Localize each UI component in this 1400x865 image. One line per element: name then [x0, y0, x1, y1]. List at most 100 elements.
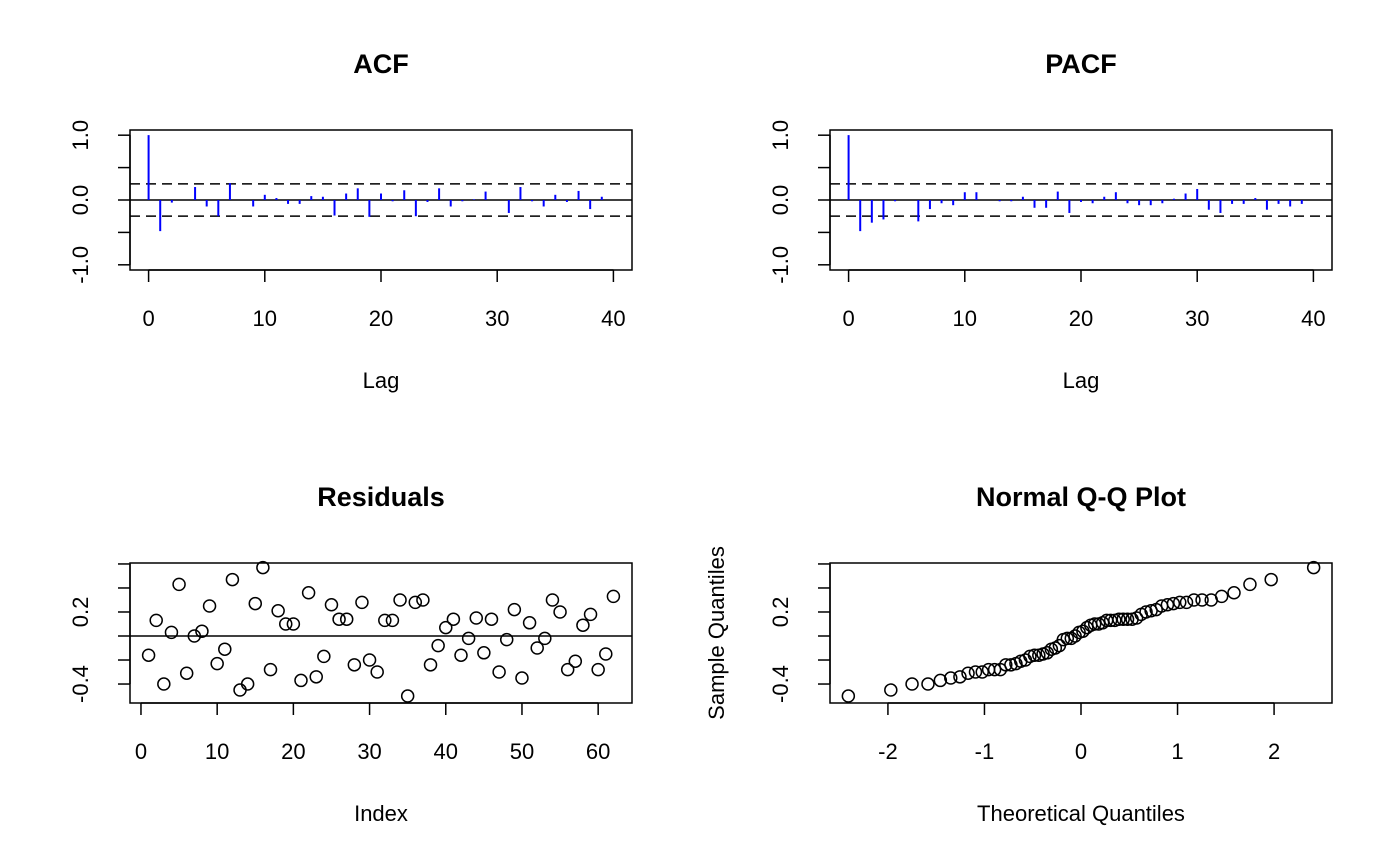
x-tick-label: 10 — [205, 739, 229, 764]
point — [1120, 612, 1135, 626]
x-tick-label: 50 — [510, 739, 534, 764]
x-tick-label: 40 — [601, 306, 625, 331]
x-tick-label: 30 — [1185, 306, 1209, 331]
point — [431, 638, 445, 653]
point — [416, 593, 430, 607]
point — [1068, 629, 1082, 643]
point — [172, 577, 186, 592]
point — [317, 649, 331, 664]
point — [202, 599, 217, 613]
point — [905, 677, 919, 691]
panel: Residuals Index 0 10 20 30 40 50 60 -0.4 0.2 — [68, 482, 633, 826]
point — [987, 662, 1002, 677]
point — [944, 671, 958, 685]
y-tick-label: 0.0 — [68, 185, 93, 216]
x-tick-label: 1 — [1171, 739, 1183, 764]
point — [522, 616, 537, 630]
point — [841, 689, 856, 703]
point — [378, 613, 392, 628]
x-tick-label: 10 — [253, 306, 277, 331]
point — [347, 658, 362, 672]
point — [968, 665, 983, 679]
point — [294, 673, 308, 688]
point — [975, 665, 989, 679]
point — [933, 673, 948, 688]
point — [355, 595, 369, 610]
point — [599, 647, 613, 661]
y-tick-label: 0.0 — [768, 185, 793, 216]
point — [961, 666, 975, 680]
point — [499, 632, 514, 647]
y-tick-label: 0.2 — [768, 597, 793, 628]
point — [218, 642, 232, 656]
plot-box — [129, 562, 633, 704]
x-tick-label: 0 — [142, 306, 154, 331]
point — [362, 653, 377, 667]
panel-title: ACF — [353, 49, 409, 79]
point — [187, 629, 202, 643]
y-tick-label: 0.2 — [68, 597, 93, 628]
point — [195, 624, 209, 638]
point — [385, 613, 400, 628]
point — [240, 677, 255, 691]
x-tick-label: 0 — [1075, 739, 1087, 764]
point — [279, 617, 293, 631]
point — [553, 605, 567, 619]
point — [1116, 612, 1130, 626]
point — [583, 607, 598, 622]
point — [1227, 586, 1241, 600]
point — [423, 658, 438, 672]
point — [469, 611, 483, 625]
point — [921, 677, 935, 691]
x-axis-title: Lag — [363, 368, 400, 393]
x-tick-label: 10 — [953, 306, 977, 331]
point — [1087, 617, 1102, 631]
point — [576, 618, 590, 632]
y-tick-label: 1.0 — [68, 120, 93, 151]
point — [507, 602, 522, 617]
y-tick-label: -0.4 — [68, 665, 93, 703]
point — [953, 670, 967, 684]
point — [492, 665, 506, 679]
x-tick-label: 0 — [135, 739, 147, 764]
panel-title: Normal Q-Q Plot — [976, 482, 1186, 512]
point — [157, 677, 171, 691]
point — [515, 671, 529, 685]
x-axis-title: Index — [354, 801, 408, 826]
y-tick-label: 1.0 — [768, 120, 793, 151]
point — [1040, 646, 1054, 660]
point — [1214, 589, 1229, 604]
point — [484, 612, 499, 626]
point — [1243, 577, 1257, 592]
point — [454, 648, 468, 662]
point — [1179, 595, 1194, 610]
point — [591, 662, 605, 677]
x-tick-label: -1 — [975, 739, 995, 764]
x-tick-label: 60 — [586, 739, 610, 764]
point — [400, 689, 415, 703]
point — [446, 612, 461, 626]
point — [1264, 572, 1278, 587]
point — [164, 625, 179, 640]
point — [560, 662, 575, 677]
panel: ACF Lag 0 10 20 30 40 -1.0 0.0 1.0 — [68, 49, 633, 393]
point — [210, 656, 224, 671]
x-tick-label: -2 — [878, 739, 898, 764]
point — [141, 648, 156, 662]
point — [1027, 648, 1042, 662]
point — [999, 658, 1013, 672]
x-tick-label: 20 — [1069, 306, 1093, 331]
x-tick-label: 20 — [281, 739, 305, 764]
point — [606, 589, 621, 604]
panel: PACF Lag 0 10 20 30 40 -1.0 0.0 1.0 — [768, 49, 1333, 393]
y-axis-title: Sample Quantiles — [704, 546, 729, 720]
point — [408, 595, 423, 610]
point — [1129, 611, 1144, 625]
point — [1187, 593, 1201, 607]
point — [393, 593, 407, 607]
point — [332, 612, 346, 626]
x-tick-label: 30 — [357, 739, 381, 764]
point — [248, 596, 263, 611]
x-tick-label: 30 — [485, 306, 509, 331]
